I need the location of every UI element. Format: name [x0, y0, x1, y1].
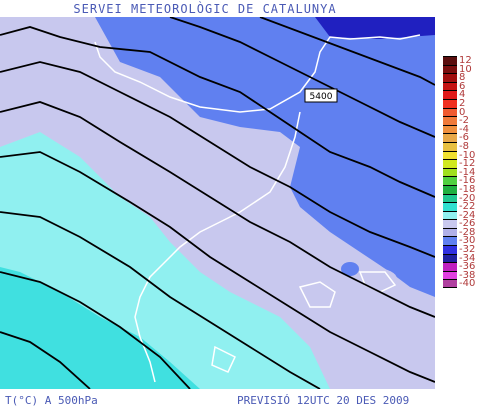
forecast-time-label: PREVISIÓ 12UTC 20 DES 2009: [237, 394, 410, 407]
legend-swatch: [443, 236, 457, 246]
legend-label: -34: [459, 252, 476, 264]
legend-label: -26: [459, 218, 476, 230]
legend-swatch: [443, 150, 457, 160]
legend-labels: 12 10 8 6 4 2 0 -2 -4 -6 -8 -10 -12 -14 -16 -18 -20 -22 -2…: [459, 55, 485, 290]
legend-label: -8: [459, 140, 469, 152]
legend-label: -30: [459, 235, 476, 247]
legend-swatch: [443, 219, 457, 228]
legend-label: 8: [459, 72, 466, 84]
color-legend: [443, 56, 457, 289]
legend-swatch: [443, 90, 457, 99]
legend-swatch: [443, 141, 457, 151]
legend-swatch: [443, 159, 457, 168]
temperature-map: 5400: [0, 17, 435, 389]
legend-label: -4: [459, 123, 469, 135]
legend-label: -40: [459, 278, 476, 290]
island-mallorca: [292, 281, 348, 309]
legend-label: 10: [459, 63, 472, 75]
legend-label: 2: [459, 97, 466, 109]
legend-swatch: [443, 193, 457, 203]
legend-swatch: [443, 56, 457, 65]
legend-swatch: [443, 262, 457, 271]
legend-label: -14: [459, 166, 476, 178]
legend-label: -24: [459, 209, 476, 221]
legend-label: -10: [459, 149, 476, 161]
legend-label: -32: [459, 244, 476, 256]
map-variable-label: T(°C) A 500hPa: [5, 394, 98, 407]
legend-swatch: [443, 253, 457, 263]
legend-label: -12: [459, 158, 476, 170]
legend-swatch: [443, 107, 457, 117]
legend-label: 6: [459, 80, 466, 92]
contour-label-box: [304, 88, 338, 103]
legend-swatch: [443, 176, 457, 185]
legend-label: -2: [459, 115, 469, 127]
legend-label: -16: [459, 175, 476, 187]
coastline: [94, 34, 421, 383]
legend-swatch: [443, 270, 457, 280]
island-small: [341, 262, 359, 276]
legend-label: -38: [459, 269, 476, 281]
contour-label: 5400: [310, 92, 333, 102]
band-dark-blue: [315, 17, 435, 39]
band-cyan: [0, 267, 200, 389]
legend-swatch: [443, 98, 457, 108]
legend-swatch: [443, 73, 457, 82]
legend-swatch: [443, 279, 457, 289]
legend-swatch: [443, 227, 457, 237]
legend-swatch: [443, 202, 457, 211]
legend-swatch: [443, 210, 457, 220]
legend-swatch: [443, 64, 457, 74]
legend-label: -18: [459, 183, 476, 195]
legend-swatch: [443, 167, 457, 177]
legend-swatch: [443, 81, 457, 91]
legend-label: 4: [459, 89, 466, 101]
page-title: SERVEI METEOROLÒGIC DE CATALUNYA: [73, 2, 337, 16]
legend-label: -6: [459, 132, 469, 144]
legend-label: -28: [459, 226, 476, 238]
legend-label: 12: [459, 55, 472, 66]
legend-label: -36: [459, 261, 476, 273]
legend-label: -20: [459, 192, 476, 204]
legend-swatch: [443, 124, 457, 134]
legend-label: -22: [459, 201, 476, 213]
legend-label: 0: [459, 106, 466, 118]
legend-swatch: [443, 245, 457, 254]
legend-swatch: [443, 184, 457, 194]
contour-lines: [0, 17, 435, 389]
legend-swatch: [443, 116, 457, 125]
legend-swatch: [443, 133, 457, 142]
